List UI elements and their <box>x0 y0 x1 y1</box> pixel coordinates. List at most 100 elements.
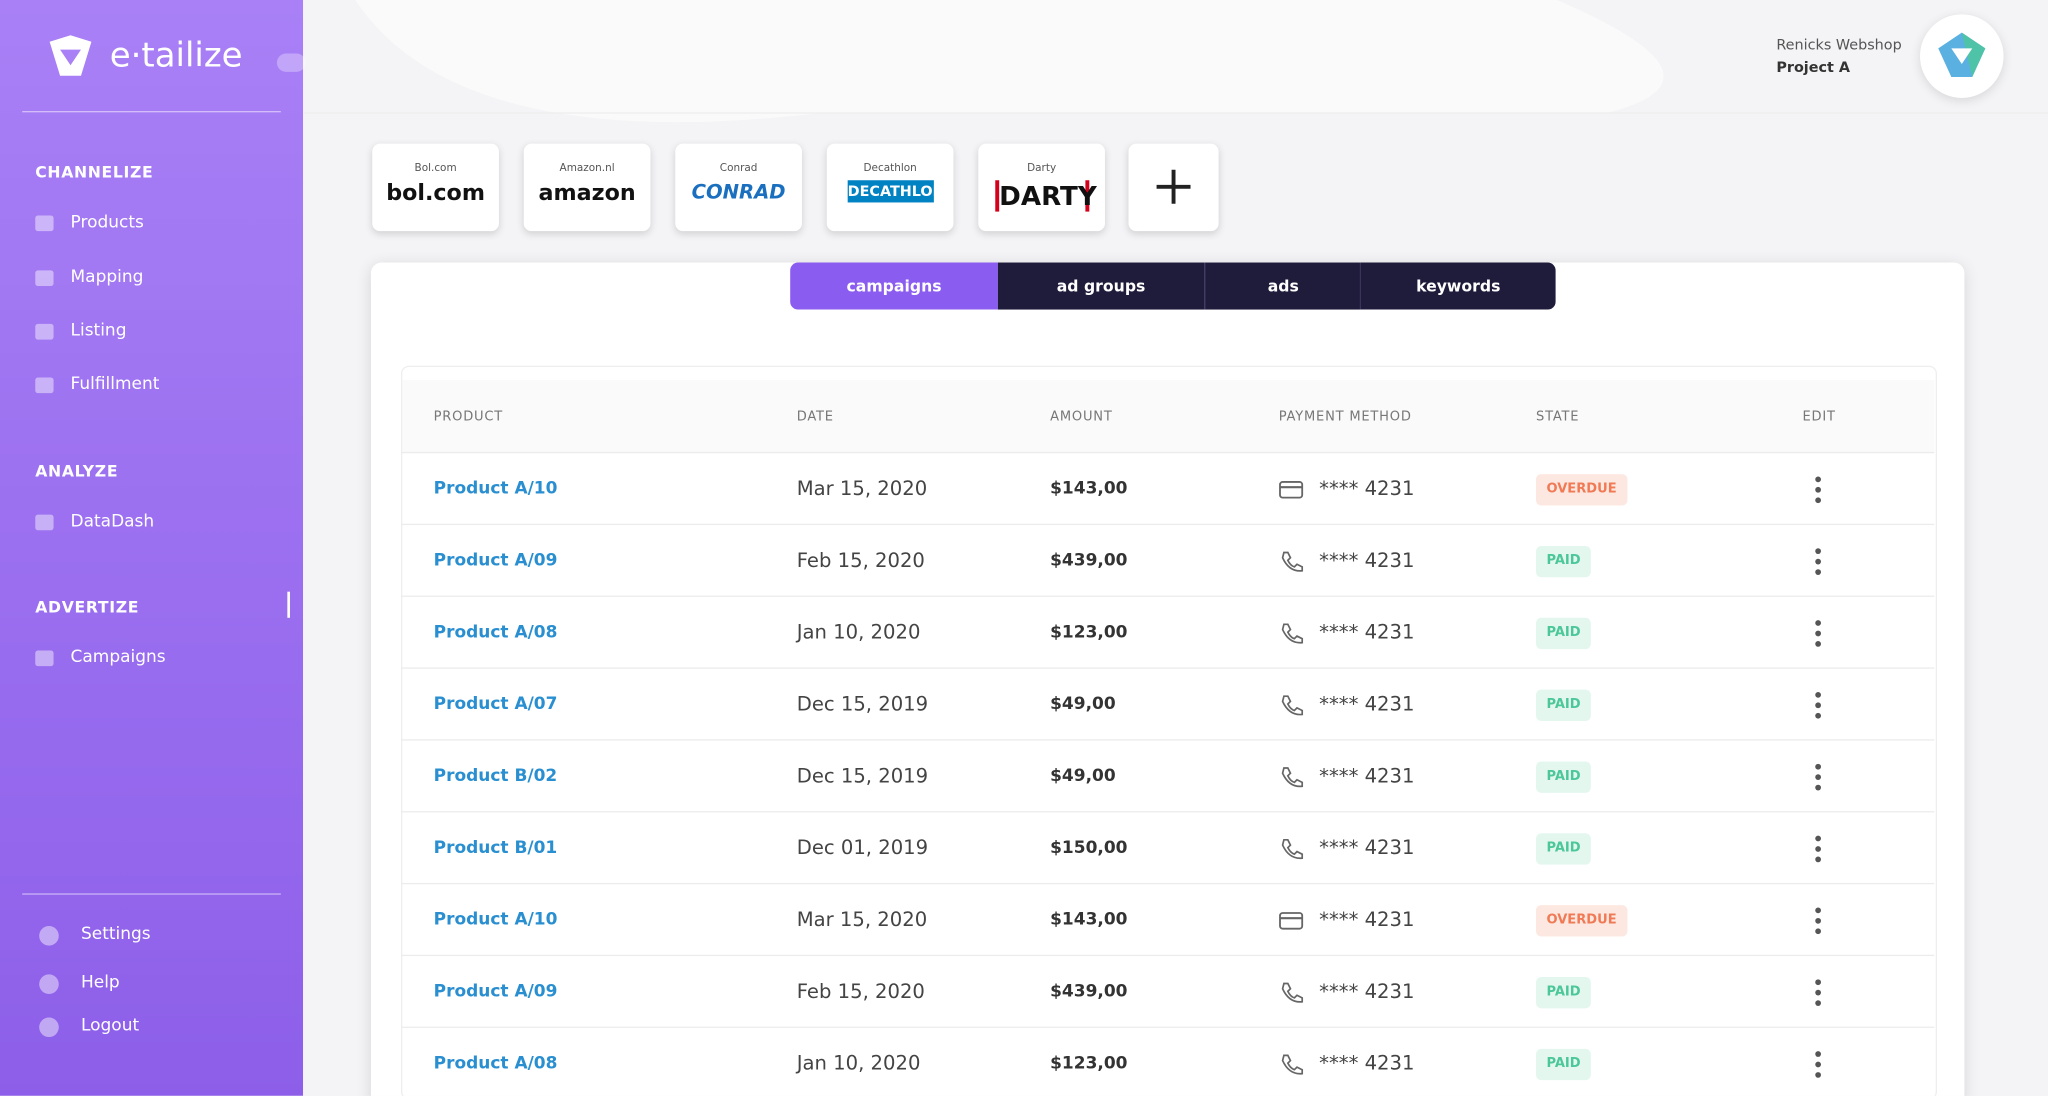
nav-item[interactable]: Fulfillment <box>70 374 160 395</box>
edit-menu[interactable] <box>1814 1050 1822 1079</box>
channel-tile[interactable]: Conrad CONRAD <box>675 143 802 232</box>
tab[interactable]: ads <box>1204 262 1361 310</box>
edit-menu[interactable] <box>1814 475 1822 504</box>
product-link[interactable]: Product A/09 <box>433 982 558 1002</box>
nav-icon <box>39 974 59 994</box>
card-number: **** 4231 <box>1319 907 1415 932</box>
nav-icon <box>39 1017 59 1038</box>
nav-item[interactable]: Help <box>80 973 120 993</box>
state-badge: PAID <box>1535 761 1592 793</box>
edit-menu[interactable] <box>1814 763 1822 792</box>
channel-label: Conrad <box>719 161 758 174</box>
column-header: DATE <box>796 410 834 425</box>
sidebar: e·tailize CHANNELIZE Products Mapping Listi… <box>0 0 306 1096</box>
divider <box>22 893 281 895</box>
payment-icon <box>1279 765 1305 789</box>
table <box>400 365 1937 1096</box>
state-badge: PAID <box>1535 976 1592 1009</box>
date: Jan 10, 2020 <box>796 620 921 644</box>
table-row: Product A/09 Feb 15, 2020 $439,00 **** 4231… <box>400 523 1935 597</box>
amount: $439,00 <box>1050 551 1128 571</box>
logo-icon <box>49 35 92 76</box>
table-row: Product A/07 Dec 15, 2019 $49,00 **** 4231 P… <box>400 667 1935 740</box>
edit-menu[interactable] <box>1814 835 1822 864</box>
payment-icon <box>1279 837 1305 861</box>
state-badge: PAID <box>1535 545 1592 578</box>
product-link[interactable]: Product B/02 <box>433 766 558 787</box>
tab[interactable]: campaigns <box>790 262 998 310</box>
collapse-toggle[interactable] <box>276 53 306 72</box>
column-header: AMOUNT <box>1050 410 1113 425</box>
payment-icon <box>1279 550 1305 574</box>
edit-menu[interactable] <box>1814 691 1822 720</box>
tab[interactable]: ad groups <box>997 262 1205 310</box>
table-row: Product B/02 Dec 15, 2019 $49,00 **** 4231 P… <box>400 739 1935 812</box>
channel-tile[interactable]: Bol.com bol.com <box>372 143 499 232</box>
edit-menu[interactable] <box>1814 547 1822 576</box>
date: Feb 15, 2020 <box>796 548 925 573</box>
product-link[interactable]: Product A/08 <box>433 623 558 643</box>
date: Jan 10, 2020 <box>796 1051 921 1075</box>
nav-icon <box>35 377 54 394</box>
tab[interactable]: keywords <box>1359 262 1556 310</box>
state-badge: PAID <box>1535 617 1592 650</box>
product-link[interactable]: Product A/10 <box>433 910 558 930</box>
product-link[interactable]: Product A/09 <box>433 551 558 571</box>
nav-item[interactable]: Mapping <box>70 267 144 288</box>
nav-item[interactable]: Listing <box>70 321 127 341</box>
product-link[interactable]: Product A/08 <box>433 1054 558 1074</box>
card-number: **** 4231 <box>1319 692 1415 716</box>
nav-item[interactable]: Products <box>70 212 144 233</box>
active-indicator <box>287 591 290 618</box>
shop-name: Renicks Webshop <box>1776 36 1902 54</box>
amount: $143,00 <box>1050 910 1128 930</box>
product-link[interactable]: Product B/01 <box>433 838 558 859</box>
product-link[interactable]: Product A/10 <box>433 479 558 499</box>
amount: $143,00 <box>1050 479 1128 499</box>
avatar[interactable] <box>1919 14 2004 98</box>
nav-item[interactable]: Logout <box>80 1016 140 1036</box>
amount: $123,00 <box>1050 1054 1128 1074</box>
channel-label: Decathlon <box>863 161 917 174</box>
date: Dec 15, 2019 <box>796 692 929 716</box>
amount: $150,00 <box>1050 838 1128 859</box>
amount: $49,00 <box>1050 694 1116 715</box>
channel-tile[interactable]: Decathlon DECATHLON <box>826 143 954 232</box>
table-row: Product B/01 Dec 01, 2019 $150,00 **** 4231… <box>400 811 1935 884</box>
add-channel[interactable] <box>1128 143 1219 232</box>
channel-label: Darty <box>1027 161 1057 174</box>
nav-item[interactable]: Campaigns <box>70 647 166 668</box>
channel-tile[interactable]: Amazon.nl amazon <box>523 143 651 232</box>
table-header <box>402 380 1935 452</box>
section-title: ADVERTIZE <box>35 598 140 617</box>
channel-logo: DECATHLON <box>847 180 945 203</box>
card-number: **** 4231 <box>1319 476 1415 501</box>
amount: $439,00 <box>1050 982 1128 1002</box>
channel-logo: bol.com <box>386 180 485 207</box>
state-badge: OVERDUE <box>1535 905 1628 937</box>
nav-icon <box>35 514 54 531</box>
product-link[interactable]: Product A/07 <box>433 694 558 715</box>
nav-item[interactable]: Settings <box>80 924 151 945</box>
payment-icon <box>1279 981 1305 1005</box>
nav-icon <box>35 650 54 667</box>
nav-item[interactable]: DataDash <box>70 511 155 532</box>
channel-logo: DARTY <box>995 180 1097 212</box>
section-title: ANALYZE <box>35 462 119 481</box>
edit-menu[interactable] <box>1814 906 1822 935</box>
edit-menu[interactable] <box>1814 619 1822 648</box>
background-shapes <box>303 0 2048 123</box>
channel-tile[interactable]: Darty DARTY <box>978 143 1105 232</box>
state-badge: PAID <box>1535 1048 1592 1081</box>
column-header: PAYMENT METHOD <box>1278 410 1412 425</box>
channel-logo: amazon <box>538 180 636 207</box>
date: Dec 15, 2019 <box>796 764 929 788</box>
card-number: **** 4231 <box>1319 548 1415 573</box>
nav-icon <box>35 323 54 340</box>
table-row: Product A/10 Mar 15, 2020 $143,00 **** 4231… <box>400 451 1935 525</box>
column-header: EDIT <box>1802 410 1836 425</box>
edit-menu[interactable] <box>1814 978 1822 1007</box>
payment-icon <box>1279 909 1305 933</box>
table-row: Product A/08 Jan 10, 2020 $123,00 **** 4231… <box>400 1026 1935 1096</box>
